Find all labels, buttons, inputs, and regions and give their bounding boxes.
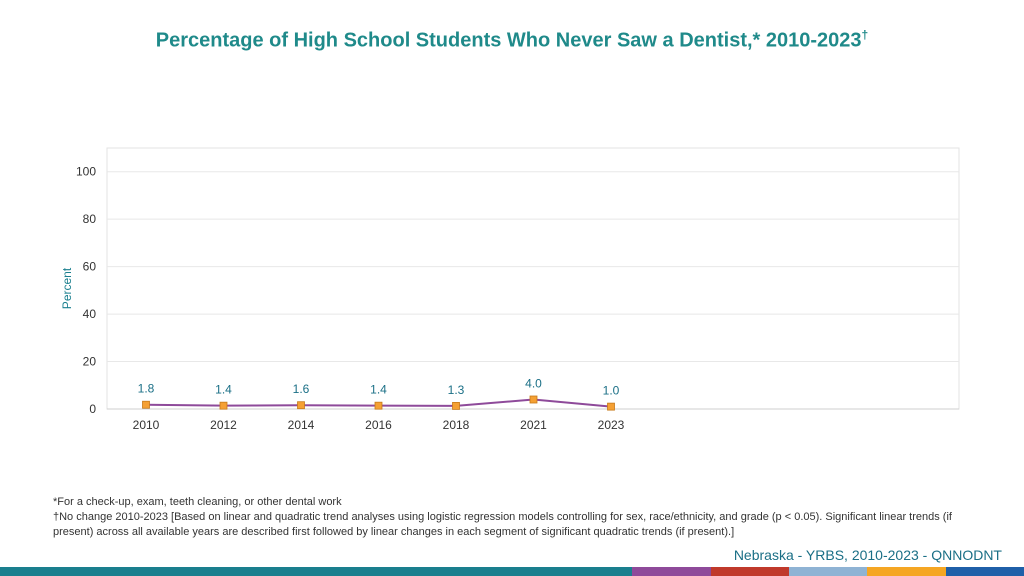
y-tick-label: 20: [83, 355, 97, 369]
data-label: 1.4: [370, 383, 387, 397]
data-point: [607, 402, 615, 411]
bottom-color-bar: [0, 567, 1024, 576]
x-tick-label: 2021: [520, 418, 547, 432]
x-tick-label: 2018: [443, 418, 470, 432]
data-point: [219, 401, 228, 410]
data-point: [452, 402, 460, 410]
data-point: [142, 400, 150, 409]
y-tick-label: 80: [83, 212, 97, 226]
data-point: [297, 401, 305, 410]
chart-title-text: Percentage of High School Students Who N…: [155, 29, 862, 52]
bottom-bar-segment: [632, 567, 711, 576]
x-tick-label: 2016: [365, 418, 392, 432]
footnote-definition: *For a check-up, exam, teeth cleaning, o…: [53, 496, 342, 508]
data-label: 4.0: [525, 377, 542, 391]
source-label: Nebraska - YRBS, 2010-2023 - QNNODNT: [733, 547, 1002, 563]
y-tick-label: 0: [89, 402, 96, 416]
y-axis-label: Percent: [60, 267, 74, 309]
data-point: [529, 395, 538, 404]
data-label: 1.6: [293, 382, 310, 396]
data-label: 1.0: [603, 384, 620, 398]
line-chart: 0 20 40 60 80 100 Percent 2010 2012 2014 2016 2018 2…: [60, 147, 960, 432]
data-point: [374, 401, 383, 410]
footnote-trend: †No change 2010-2023 [Based on linear an…: [53, 511, 952, 538]
plot-area: [106, 147, 960, 410]
data-label: 1.8: [138, 382, 155, 396]
title-dagger: †: [861, 28, 869, 42]
x-tick-label: 2023: [598, 418, 625, 432]
bottom-bar-segment: [711, 567, 789, 576]
y-tick-label: 60: [83, 260, 97, 274]
footnotes: *For a check-up, exam, teeth cleaning, o…: [53, 495, 953, 540]
data-label: 1.4: [215, 383, 232, 397]
bottom-bar-segment: [0, 567, 632, 576]
bottom-bar-segment: [946, 567, 1024, 576]
chart-title: Percentage of High School Students Who N…: [0, 28, 1024, 53]
x-tick-label: 2010: [133, 418, 160, 432]
data-label: 1.3: [448, 383, 465, 397]
y-tick-label: 100: [76, 165, 96, 179]
bottom-bar-segment: [867, 567, 946, 576]
y-tick-label: 40: [83, 307, 97, 321]
bottom-bar-segment: [789, 567, 867, 576]
x-tick-label: 2012: [210, 418, 237, 432]
x-tick-label: 2014: [288, 418, 315, 432]
